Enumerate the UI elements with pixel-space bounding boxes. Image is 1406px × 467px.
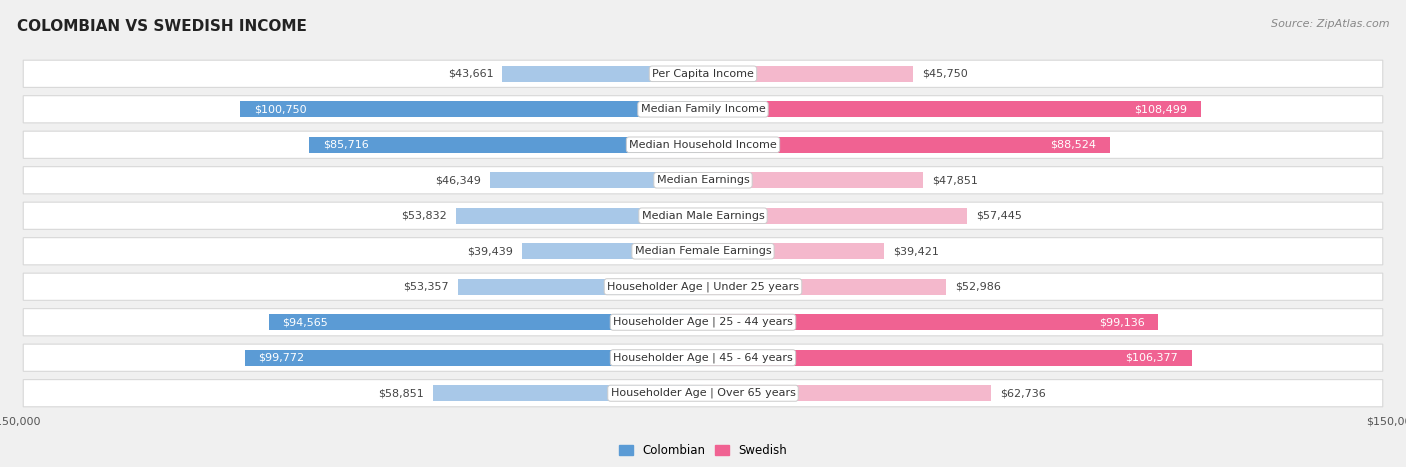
Bar [269, 314, 703, 330]
Bar [456, 208, 703, 224]
Text: $88,524: $88,524 [1050, 140, 1095, 150]
Text: $94,565: $94,565 [283, 317, 328, 327]
Bar [703, 350, 1191, 366]
Bar [703, 101, 1201, 117]
Text: $57,445: $57,445 [976, 211, 1022, 221]
FancyBboxPatch shape [24, 131, 1382, 158]
Bar [703, 314, 1159, 330]
FancyBboxPatch shape [24, 344, 1382, 371]
Text: $100,750: $100,750 [254, 104, 307, 114]
FancyBboxPatch shape [24, 96, 1382, 123]
Text: $45,750: $45,750 [922, 69, 969, 79]
Bar [703, 385, 991, 401]
Text: Householder Age | Over 65 years: Householder Age | Over 65 years [610, 388, 796, 398]
FancyBboxPatch shape [24, 202, 1382, 229]
Text: $99,772: $99,772 [259, 353, 305, 363]
Bar [502, 66, 703, 82]
Legend: Colombian, Swedish: Colombian, Swedish [614, 439, 792, 462]
Bar [522, 243, 703, 259]
Bar [491, 172, 703, 188]
Bar [703, 66, 912, 82]
Text: $43,661: $43,661 [447, 69, 494, 79]
Text: Householder Age | 45 - 64 years: Householder Age | 45 - 64 years [613, 353, 793, 363]
Text: Median Male Earnings: Median Male Earnings [641, 211, 765, 221]
Text: $52,986: $52,986 [956, 282, 1001, 292]
FancyBboxPatch shape [24, 238, 1382, 265]
Text: $46,349: $46,349 [434, 175, 481, 185]
FancyBboxPatch shape [24, 380, 1382, 407]
FancyBboxPatch shape [24, 309, 1382, 336]
Text: Median Family Income: Median Family Income [641, 104, 765, 114]
Text: $108,499: $108,499 [1135, 104, 1188, 114]
Text: $99,136: $99,136 [1099, 317, 1144, 327]
Text: Householder Age | 25 - 44 years: Householder Age | 25 - 44 years [613, 317, 793, 327]
Bar [245, 350, 703, 366]
Text: Median Earnings: Median Earnings [657, 175, 749, 185]
Bar [703, 208, 967, 224]
Text: Per Capita Income: Per Capita Income [652, 69, 754, 79]
Text: $53,357: $53,357 [404, 282, 449, 292]
Bar [240, 101, 703, 117]
Bar [703, 279, 946, 295]
Text: Source: ZipAtlas.com: Source: ZipAtlas.com [1271, 19, 1389, 28]
Text: $58,851: $58,851 [378, 388, 423, 398]
Bar [458, 279, 703, 295]
Text: $39,421: $39,421 [893, 246, 939, 256]
Text: Median Household Income: Median Household Income [628, 140, 778, 150]
Text: $47,851: $47,851 [932, 175, 977, 185]
FancyBboxPatch shape [24, 273, 1382, 300]
Text: $53,832: $53,832 [401, 211, 447, 221]
FancyBboxPatch shape [24, 167, 1382, 194]
Bar [309, 137, 703, 153]
Text: $106,377: $106,377 [1125, 353, 1178, 363]
Text: $39,439: $39,439 [467, 246, 513, 256]
Bar [703, 243, 884, 259]
Text: Householder Age | Under 25 years: Householder Age | Under 25 years [607, 282, 799, 292]
Bar [433, 385, 703, 401]
Text: COLOMBIAN VS SWEDISH INCOME: COLOMBIAN VS SWEDISH INCOME [17, 19, 307, 34]
Text: $62,736: $62,736 [1000, 388, 1046, 398]
FancyBboxPatch shape [24, 60, 1382, 87]
Bar [703, 137, 1109, 153]
Text: $85,716: $85,716 [323, 140, 368, 150]
Text: Median Female Earnings: Median Female Earnings [634, 246, 772, 256]
Bar [703, 172, 922, 188]
